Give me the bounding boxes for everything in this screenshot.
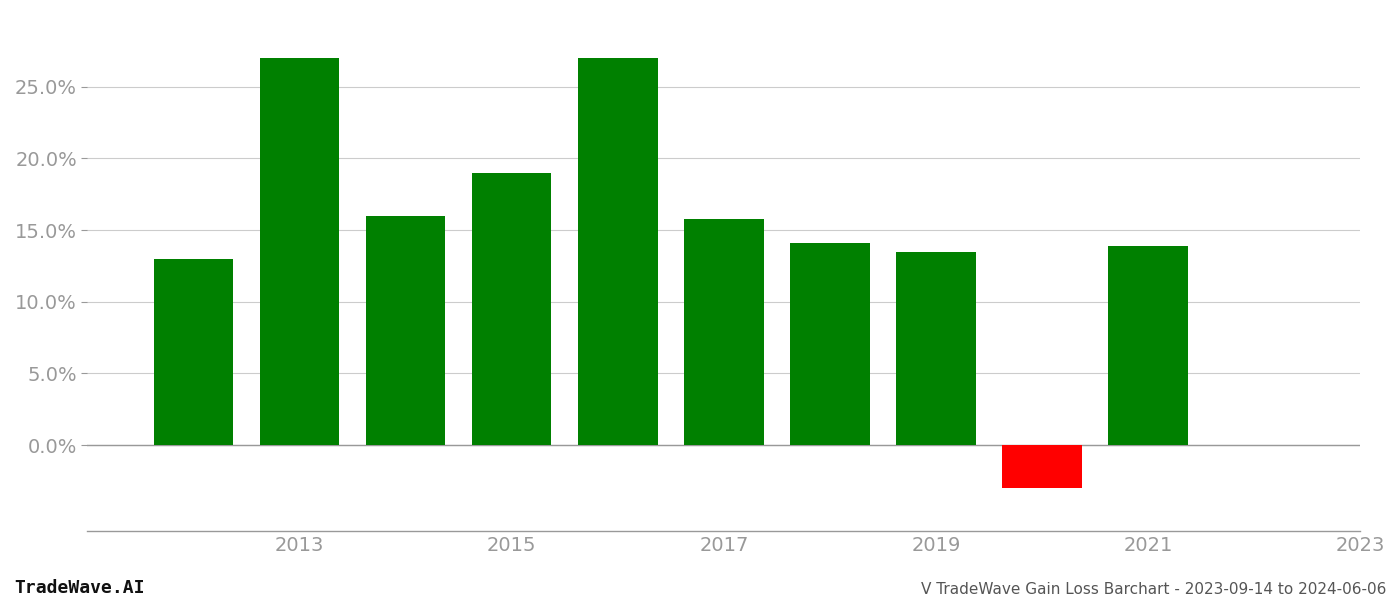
Bar <box>365 216 445 445</box>
Bar <box>578 58 658 445</box>
Bar <box>260 58 339 445</box>
Bar <box>685 218 763 445</box>
Text: TradeWave.AI: TradeWave.AI <box>14 579 144 597</box>
Text: V TradeWave Gain Loss Barchart - 2023-09-14 to 2024-06-06: V TradeWave Gain Loss Barchart - 2023-09… <box>921 582 1386 597</box>
Bar <box>154 259 234 445</box>
Bar <box>1002 445 1082 488</box>
Bar <box>1109 246 1189 445</box>
Bar <box>790 243 869 445</box>
Bar <box>896 251 976 445</box>
Bar <box>472 173 552 445</box>
